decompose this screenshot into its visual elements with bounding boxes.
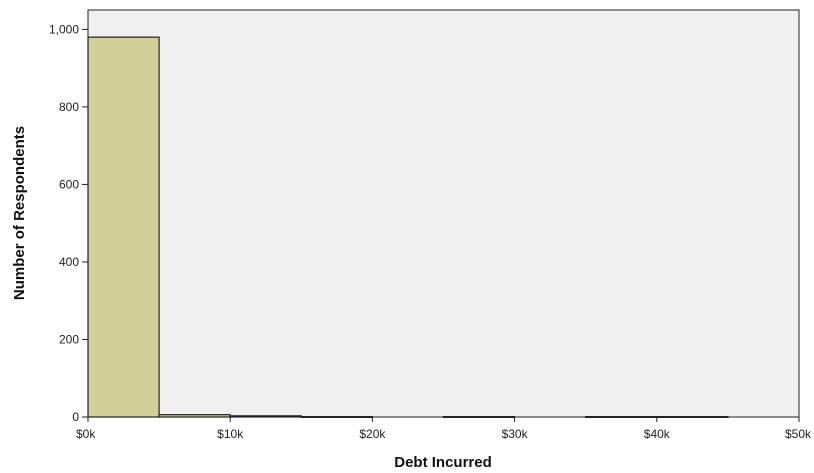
y-tick-label-3: 600 [59,177,79,191]
plot-area [87,9,800,418]
x-tick-label-2: $20k [359,427,386,441]
histogram-bar-8 [656,416,729,419]
y-tick-label-4: 800 [59,100,79,114]
y-tick-label-0: 0 [72,410,79,424]
histogram-bar-1 [158,414,231,418]
x-tick-label-3: $30k [502,427,529,441]
y-tick-label-5: 1,000 [49,22,79,36]
y-axis-title: Number of Respondents [11,126,28,300]
x-axis-title: Debt Incurred [394,454,492,471]
histogram-bar-7 [585,416,658,419]
bars-group [87,36,729,419]
histogram-bar-5 [442,416,516,419]
y-tick-label-1: 200 [59,332,79,346]
y-axis: 0 200 400 600 800 1,000 [49,22,88,424]
y-tick-label-2: 400 [59,255,79,269]
histogram-bar-3 [300,416,373,419]
histogram-bar-0 [87,36,160,418]
x-tick-label-1: $10k [217,427,244,441]
x-tick-label-0: $0k [76,427,96,441]
x-tick-label-4: $40k [644,427,671,441]
histogram-bar-2 [229,415,302,418]
x-axis: $0k $10k $20k $30k $40k $50k [76,417,812,441]
x-tick-label-5: $50k [785,427,812,441]
